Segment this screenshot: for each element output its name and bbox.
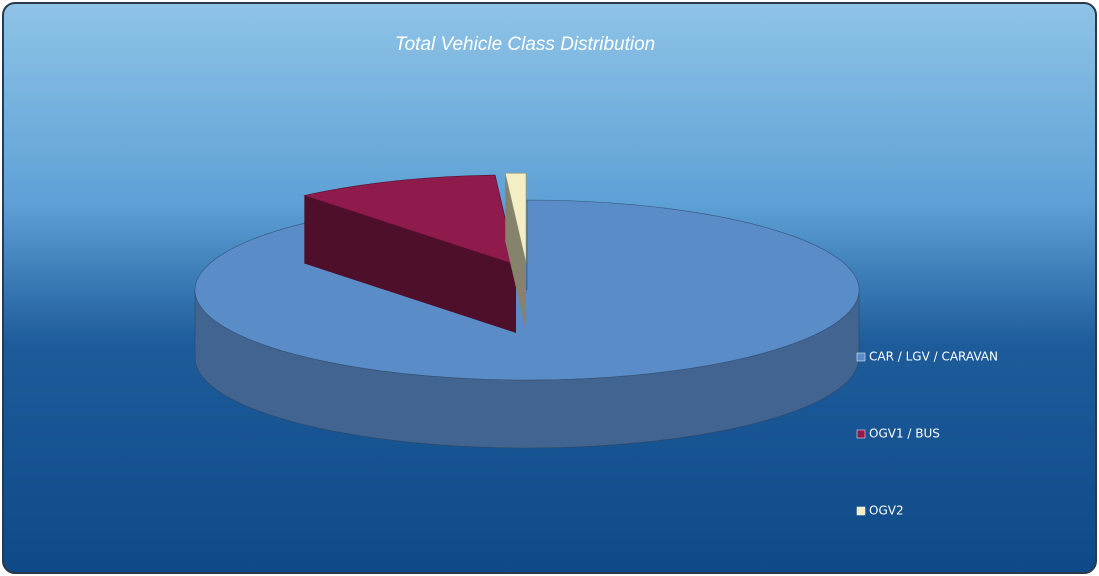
legend-swatch [856,429,866,439]
pie-slice [504,172,527,332]
legend: CAR / LGV / CARAVAN OGV1 / BUS OGV2 [856,350,998,518]
chart-title: Total Vehicle Class Distribution [395,34,656,55]
slice-cut-face [304,195,516,333]
legend-swatch [856,506,866,516]
legend-label: CAR / LGV / CARAVAN [869,350,998,364]
slice-cut-face [505,173,527,332]
slice-top [194,199,860,381]
legend-label: OGV1 / BUS [869,427,940,441]
legend-swatch [856,352,866,362]
legend-label: OGV2 [869,504,904,518]
slice-top [504,172,527,264]
pie-slice [303,174,517,333]
pie-slice [194,199,860,449]
pie [194,172,860,449]
slice-top [303,174,517,266]
